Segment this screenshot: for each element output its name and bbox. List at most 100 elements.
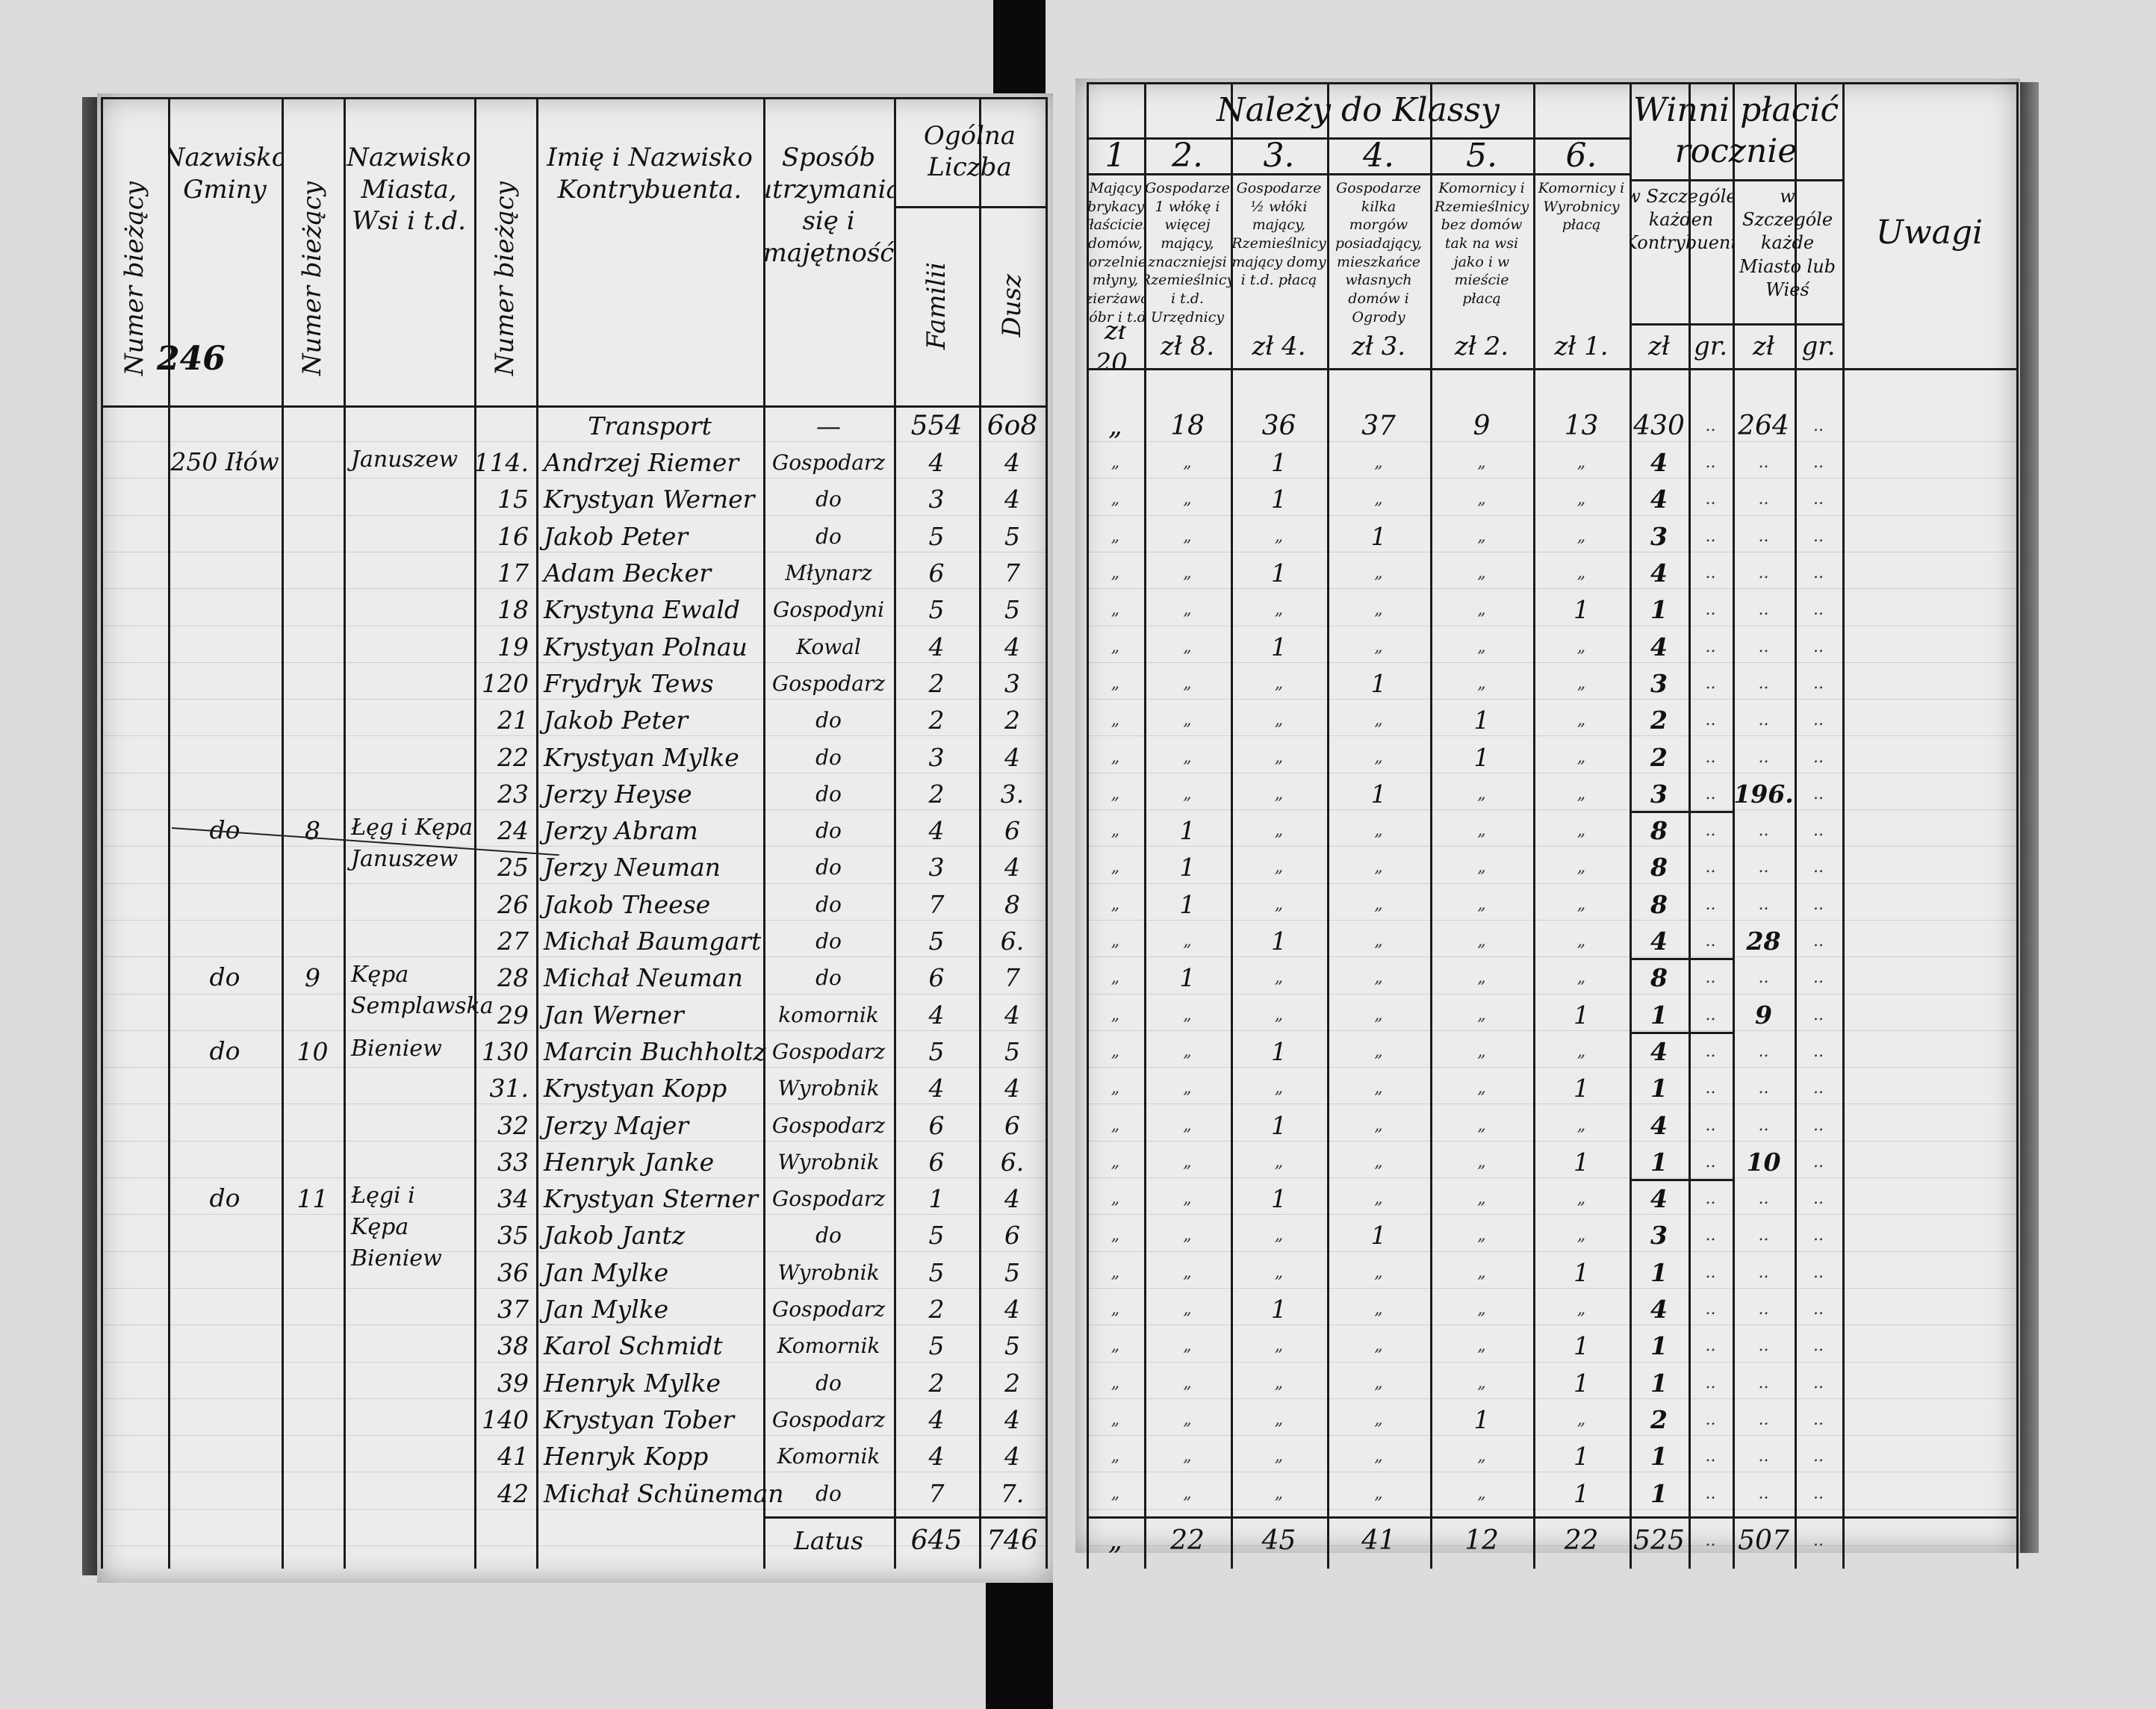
ditto-mark: „: [1576, 1115, 1586, 1135]
class-number: 1: [1105, 137, 1126, 173]
class-5-mark: 1: [1473, 1404, 1490, 1434]
class-4-mark: 1: [1370, 521, 1387, 551]
ditto-mark: „: [1110, 600, 1120, 620]
dusz-count: 7: [1004, 558, 1020, 588]
ruled-line: [1087, 1067, 2016, 1068]
gr-empty: ..: [1813, 637, 1824, 656]
ditto-mark: „: [1477, 1336, 1486, 1356]
dusz-count: 4: [1004, 1442, 1020, 1472]
ruled-line: [101, 699, 1046, 700]
contributor-name: Karol Schmidt: [544, 1331, 723, 1361]
ditto-mark: „: [1110, 526, 1120, 546]
row-number: 25: [497, 853, 529, 882]
header-winni-placic: Winni płacić rocznie: [1632, 91, 1839, 170]
ditto-mark: „: [1183, 673, 1192, 693]
ditto-mark: „: [1274, 1410, 1284, 1429]
kontrybuent-zl: 3: [1650, 668, 1668, 698]
ditto-mark: „: [1477, 564, 1486, 583]
header-miasto-wies: w Szczególe każde Miasto lub Wieś: [1739, 186, 1836, 300]
occupation: do: [816, 1223, 842, 1248]
class-5-total: 9: [1473, 410, 1491, 441]
ditto-mark: „: [1274, 673, 1284, 693]
klassy-title-rule: [1087, 137, 1630, 140]
ruled-line: [101, 441, 1046, 442]
occupation: Gospodyni: [772, 597, 885, 623]
ditto-mark: „: [1374, 637, 1383, 656]
kontrybuent-zl: 1: [1650, 1478, 1668, 1508]
class-rate: zł 8.: [1160, 331, 1215, 362]
column-divider: [1689, 82, 1691, 1569]
gr-empty: ..: [1705, 932, 1716, 951]
ruled-line: [1087, 882, 2016, 884]
gr-empty: ..: [1813, 784, 1824, 803]
occupation: do: [816, 781, 842, 806]
latus-dusz: 746: [987, 1525, 1038, 1556]
class-3-mark: 1: [1271, 1036, 1287, 1066]
ditto-mark: „: [1274, 821, 1284, 841]
class-description: Mający fabrykacye, Właściciele domów, go…: [1087, 180, 1144, 326]
occupation: Wyrobnik: [777, 1149, 880, 1174]
ruled-line: [1087, 1214, 2016, 1215]
gr-empty: ..: [1813, 600, 1824, 620]
familii-count: 4: [928, 816, 945, 846]
dusz-count: 4: [1004, 1404, 1020, 1434]
contributor-name: Krystyan Kopp: [544, 1074, 727, 1103]
gr-empty: ..: [1758, 1336, 1769, 1356]
ditto-mark: „: [1374, 711, 1383, 730]
gr-empty: ..: [1705, 784, 1716, 803]
column-divider: [1144, 82, 1146, 1569]
ditto-mark: „: [1110, 894, 1120, 914]
row-number: 35: [497, 1221, 529, 1251]
gr-empty: ..: [1758, 453, 1769, 473]
header-gr: gr.: [1801, 331, 1836, 362]
ruled-line: [101, 1214, 1046, 1215]
kontrybuent-zl: 4: [1650, 1295, 1668, 1324]
column-divider: [1087, 82, 1089, 1569]
dusz-count: 4: [1004, 1074, 1020, 1103]
ditto-mark: „: [1110, 1484, 1120, 1503]
ditto-mark: „: [1576, 711, 1586, 730]
gr-empty: ..: [1705, 1042, 1716, 1061]
dusz-count: 4: [1004, 632, 1020, 662]
ditto-mark: „: [1477, 1079, 1486, 1098]
ruled-line: [1087, 1177, 2016, 1178]
gr-empty: ..: [1813, 1484, 1824, 1503]
ditto-mark: „: [1576, 932, 1586, 951]
ruled-line: [101, 1030, 1046, 1031]
ruled-line: [101, 809, 1046, 810]
occupation: Gospodarz: [771, 1039, 886, 1064]
gr-empty: ..: [1813, 1531, 1824, 1550]
kontrybuent-zl: 3: [1650, 1221, 1668, 1251]
ditto-mark: „: [1576, 747, 1586, 767]
gr-empty: ..: [1705, 490, 1716, 509]
ditto-mark: „: [1274, 1447, 1284, 1466]
ruled-line: [1087, 846, 2016, 847]
ditto-mark: „: [1374, 1263, 1383, 1282]
gr-empty: ..: [1758, 1373, 1769, 1392]
gr-empty: ..: [1758, 894, 1769, 914]
row-number: 114.: [473, 448, 529, 478]
ditto-mark: „: [1477, 453, 1486, 473]
column-divider: [101, 97, 103, 1569]
gr-empty: ..: [1813, 711, 1824, 730]
familii-count: 7: [928, 1478, 945, 1508]
dusz-count: 6: [1004, 816, 1020, 846]
gr-empty: ..: [1758, 821, 1769, 841]
gr-empty: ..: [1758, 564, 1769, 583]
contributor-name: Krystyan Mylke: [544, 742, 739, 772]
gr-empty: ..: [1813, 1447, 1824, 1466]
column-divider: [1733, 82, 1735, 1569]
occupation: Wyrobnik: [777, 1076, 880, 1101]
contributor-name: Jerzy Abram: [544, 816, 698, 846]
gr-empty: ..: [1813, 1263, 1824, 1282]
gr-empty: ..: [1705, 564, 1716, 583]
ditto-mark: „: [1110, 858, 1120, 877]
contributor-name: Jerzy Heyse: [544, 779, 692, 809]
ruled-line: [1087, 1435, 2016, 1436]
gr-empty: ..: [1813, 490, 1824, 509]
ditto-mark: „: [1576, 673, 1586, 693]
ditto-mark: „: [1374, 858, 1383, 877]
ditto-mark: „: [1110, 1152, 1120, 1171]
ditto-mark: „: [1183, 453, 1192, 473]
row-number: 19: [497, 632, 529, 662]
